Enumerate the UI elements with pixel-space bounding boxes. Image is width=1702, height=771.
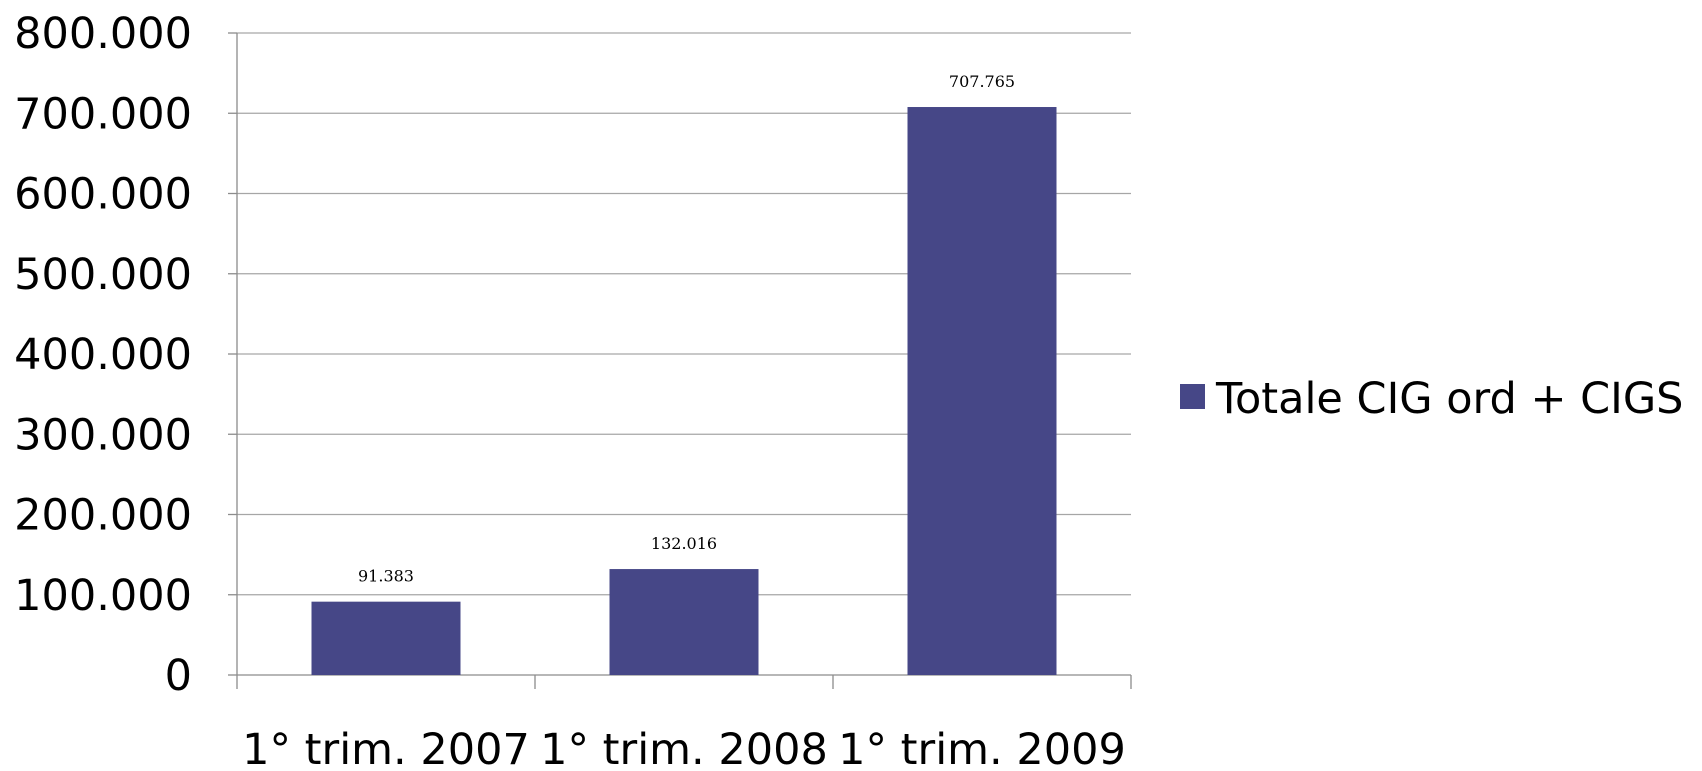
x-tick-label: 1° trim. 2009 — [838, 725, 1126, 771]
y-tick-label: 400.000 — [14, 330, 192, 380]
y-tick-label: 500.000 — [14, 250, 192, 300]
x-tick-labels: 1° trim. 2007 1° trim. 2008 1° trim. 2009 — [242, 725, 1126, 771]
bar — [907, 107, 1057, 676]
bar — [311, 601, 461, 675]
y-tick-labels: 0 100.000 200.000 300.000 400.000 500.000 600.… — [14, 9, 192, 701]
y-tick-label: 100.000 — [14, 571, 192, 621]
y-tick-label: 800.000 — [14, 9, 192, 59]
legend-swatch — [1180, 384, 1205, 409]
data-labels: 91.383 132.016 707.765 — [358, 72, 1015, 586]
bars — [311, 107, 1057, 676]
y-tick-label: 600.000 — [14, 170, 192, 220]
gridlines — [237, 32, 1131, 596]
bar — [609, 569, 759, 675]
data-label: 132.016 — [651, 534, 717, 553]
legend-label: Totale CIG ord + CIGS — [1215, 374, 1683, 424]
data-label: 91.383 — [358, 567, 414, 586]
x-tick-label: 1° trim. 2007 — [242, 725, 530, 771]
x-tick-label: 1° trim. 2008 — [540, 725, 828, 771]
y-tick-label: 300.000 — [14, 410, 192, 460]
data-label: 707.765 — [949, 72, 1015, 91]
y-tick-label: 200.000 — [14, 491, 192, 541]
y-tick-label: 700.000 — [14, 89, 192, 139]
y-tick-label: 0 — [165, 651, 192, 701]
legend: Totale CIG ord + CIGS — [1180, 374, 1683, 424]
